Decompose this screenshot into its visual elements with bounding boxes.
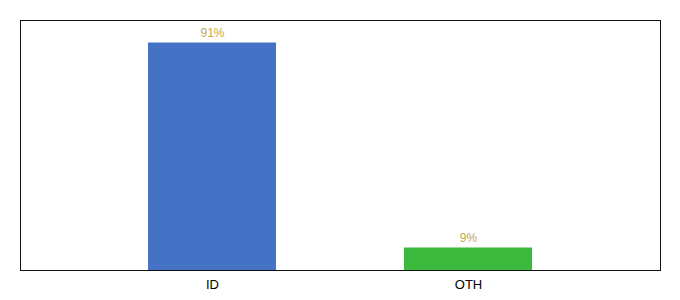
svg-text:ID: ID (206, 277, 219, 292)
svg-text:OTH: OTH (455, 277, 482, 292)
svg-text:9%: 9% (460, 231, 478, 245)
svg-text:91%: 91% (200, 26, 224, 40)
